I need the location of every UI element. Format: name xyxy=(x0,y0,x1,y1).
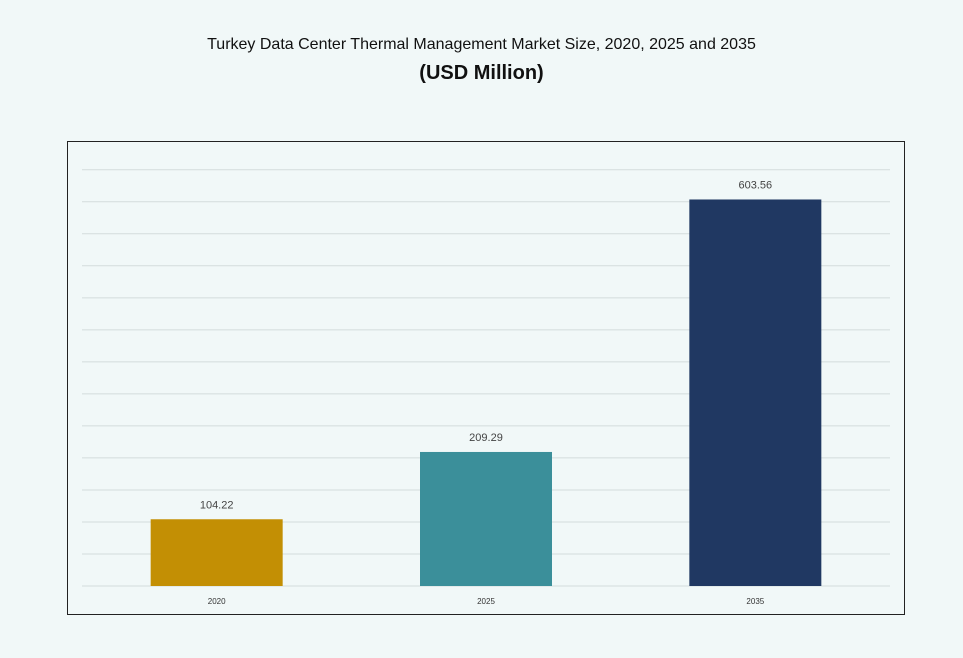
x-tick-2020: 2020 xyxy=(208,597,226,606)
x-axis-ticks: 2020 2025 2035 xyxy=(208,597,765,606)
bar-2020 xyxy=(150,519,283,586)
data-label-2020: 104.22 xyxy=(200,499,234,511)
bars xyxy=(150,199,822,587)
bar-chart: 104.22 209.29 603.56 2020 2025 2035 xyxy=(82,169,890,606)
data-label-2025: 209.29 xyxy=(469,432,503,444)
data-label-2035: 603.56 xyxy=(739,179,773,191)
data-labels: 104.22 209.29 603.56 xyxy=(200,179,772,511)
bar-2025 xyxy=(420,451,552,586)
x-tick-2035: 2035 xyxy=(746,597,764,606)
chart-title: Turkey Data Center Thermal Management Ma… xyxy=(207,36,756,53)
chart-frame: 104.22 209.29 603.56 2020 2025 2035 xyxy=(67,141,905,615)
x-tick-2025: 2025 xyxy=(477,597,495,606)
chart-subtitle: (USD Million) xyxy=(419,62,544,84)
bar-2035 xyxy=(689,199,822,587)
